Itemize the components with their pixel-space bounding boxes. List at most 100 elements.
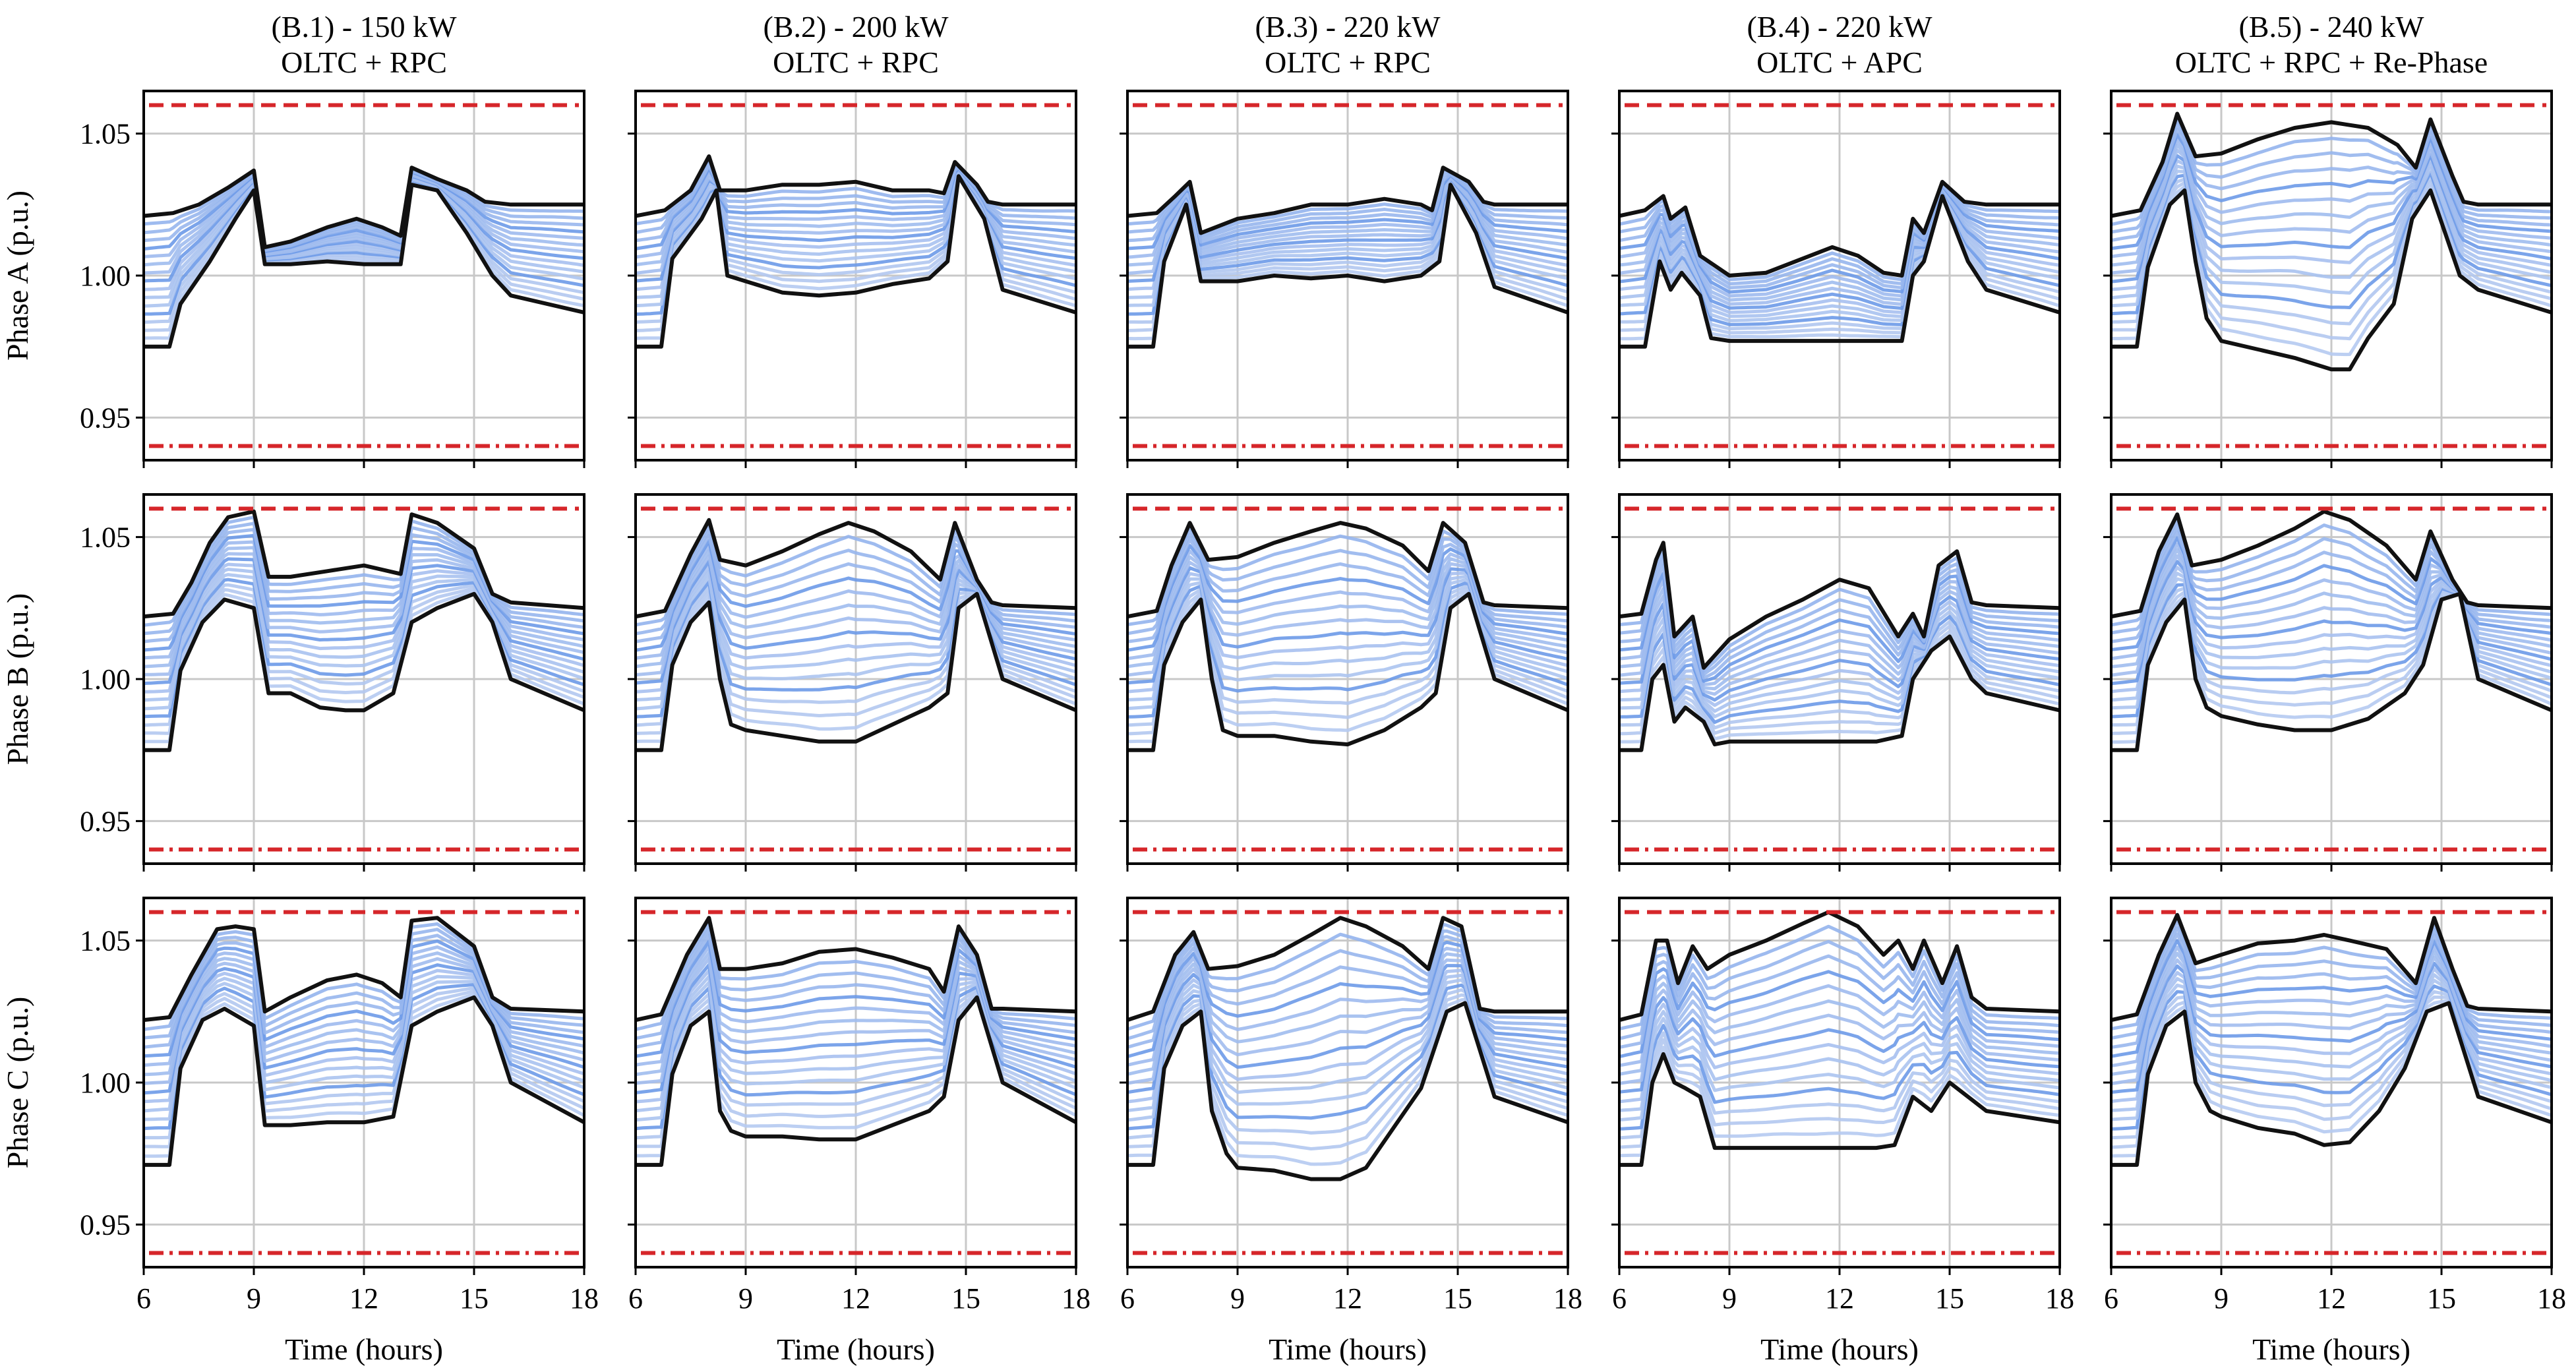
row-label-phase-b: Phase B (p.u.): [1, 593, 34, 765]
y-tick-label: 1.00: [80, 260, 131, 292]
y-tick-label: 1.05: [80, 521, 131, 554]
band-line: [1127, 178, 1568, 299]
band-line: [1619, 1038, 2060, 1149]
x-tick-label: 15: [1935, 1282, 1964, 1315]
band-lines: [1127, 922, 1568, 1166]
x-tick-label: 15: [951, 1282, 980, 1315]
x-tick-label: 6: [136, 1282, 151, 1315]
row-label-phase-a: Phase A (p.u.): [1, 191, 34, 361]
band-line: [1127, 175, 1568, 267]
band-line: [1127, 175, 1568, 276]
lower-envelope-line: [2111, 1001, 2552, 1167]
x-axis-label-b5: Time (hours): [2252, 1332, 2411, 1366]
lower-envelope-line: [1619, 634, 2060, 752]
band-line: [1619, 924, 2060, 1031]
panel-r1c1: [628, 493, 1077, 872]
y-tick-label: 1.05: [80, 118, 131, 150]
lower-envelope-line: [1127, 591, 1568, 752]
band-line: [144, 179, 584, 316]
band-line: [2111, 926, 2552, 1040]
band-line: [144, 578, 584, 719]
band-line: [1619, 614, 2060, 725]
col-title-b3-line1: (B.3) - 220 kW: [1255, 10, 1441, 44]
band-line: [144, 968, 584, 1104]
panel-r1c3: [1611, 493, 2061, 872]
band-line: [144, 167, 584, 250]
x-tick-label: 9: [1230, 1282, 1245, 1315]
lower-envelope-line: [636, 995, 1076, 1167]
lower-envelope-line: [144, 995, 584, 1167]
upper-envelope-line: [144, 916, 584, 1023]
band-line: [144, 546, 584, 669]
panel-r0c1: [628, 90, 1077, 468]
band-line: [144, 963, 584, 1095]
band-line: [144, 172, 584, 267]
panel-r1c4: [2103, 493, 2553, 872]
lower-envelope-line: [2111, 591, 2552, 752]
x-tick-label: 6: [1612, 1282, 1627, 1315]
lower-envelope-line: [636, 591, 1076, 752]
band-line: [144, 568, 584, 702]
row-labels: Phase A (p.u.) Phase B (p.u.) Phase C (p…: [1, 191, 34, 1168]
lower-envelope-line: [144, 183, 584, 349]
col-title-b2-line2: OLTC + RPC: [773, 45, 939, 79]
col-title-b4-line2: OLTC + APC: [1756, 45, 1923, 79]
band-line: [144, 557, 584, 686]
x-axis-label-b2: Time (hours): [777, 1332, 935, 1366]
band-line: [144, 175, 584, 291]
upper-envelope-line: [1619, 179, 2060, 278]
band-line: [144, 171, 584, 258]
x-tick-label: 18: [1553, 1282, 1582, 1315]
row-label-phase-c: Phase C (p.u.): [1, 997, 34, 1169]
band-line: [144, 540, 584, 660]
x-tick-label: 12: [349, 1282, 378, 1315]
band-line: [1619, 988, 2060, 1085]
lower-envelope-line: [2111, 188, 2552, 372]
band-line: [144, 527, 584, 643]
band-line: [144, 586, 584, 735]
x-tick-label: 9: [2214, 1282, 2229, 1315]
band-line: [144, 552, 584, 676]
band-line: [144, 177, 584, 299]
band-line: [144, 986, 584, 1140]
x-tick-label: 15: [1443, 1282, 1472, 1315]
x-tick-label: 18: [2537, 1282, 2566, 1315]
band-line: [1127, 170, 1568, 238]
upper-envelope-line: [1127, 165, 1568, 235]
band-line: [1619, 1009, 2060, 1112]
band-line: [144, 573, 584, 711]
upper-envelope-line: [2111, 912, 2552, 1023]
x-tick-label: 15: [460, 1282, 489, 1315]
x-tick-label: 6: [2104, 1282, 2118, 1315]
band-line: [1619, 1017, 2060, 1122]
upper-envelope-line: [1619, 541, 2060, 670]
band-line: [144, 982, 584, 1131]
upper-envelope-line: [2111, 111, 2552, 218]
band-line: [1619, 1002, 2060, 1104]
band-line: [1619, 954, 2060, 1049]
band-line: [1619, 982, 2060, 1076]
upper-envelope-line: [1127, 916, 1568, 1023]
col-title-b2-line1: (B.2) - 200 kW: [763, 10, 949, 44]
band-line: [1619, 967, 2060, 1059]
panel-r1c0: 0.95 1.00 1.05: [80, 493, 585, 872]
x-tick-label: 6: [628, 1282, 643, 1315]
band-line: [144, 583, 584, 727]
band-line: [144, 939, 584, 1058]
band-line: [1127, 176, 1568, 283]
x-tick-label: 12: [1333, 1282, 1362, 1315]
col-title-b5-line2: OLTC + RPC + Re-Phase: [2175, 45, 2488, 79]
panel-r0c4: [2103, 90, 2553, 468]
band-line: [144, 179, 584, 324]
band-line: [144, 957, 584, 1085]
band-lines: [144, 922, 584, 1158]
panel-r2c0: 6 9 12 15 18 0.95 1.00 1.05: [80, 897, 599, 1315]
band-line: [144, 974, 584, 1113]
band-line: [144, 934, 584, 1049]
band-line: [1127, 172, 1568, 244]
col-title-b5-line1: (B.5) - 240 kW: [2238, 10, 2424, 44]
band-line: [144, 173, 584, 275]
upper-envelope-line: [2111, 509, 2552, 619]
col-title-b3-line2: OLTC + RPC: [1265, 45, 1431, 79]
upper-envelope-line: [144, 165, 584, 249]
